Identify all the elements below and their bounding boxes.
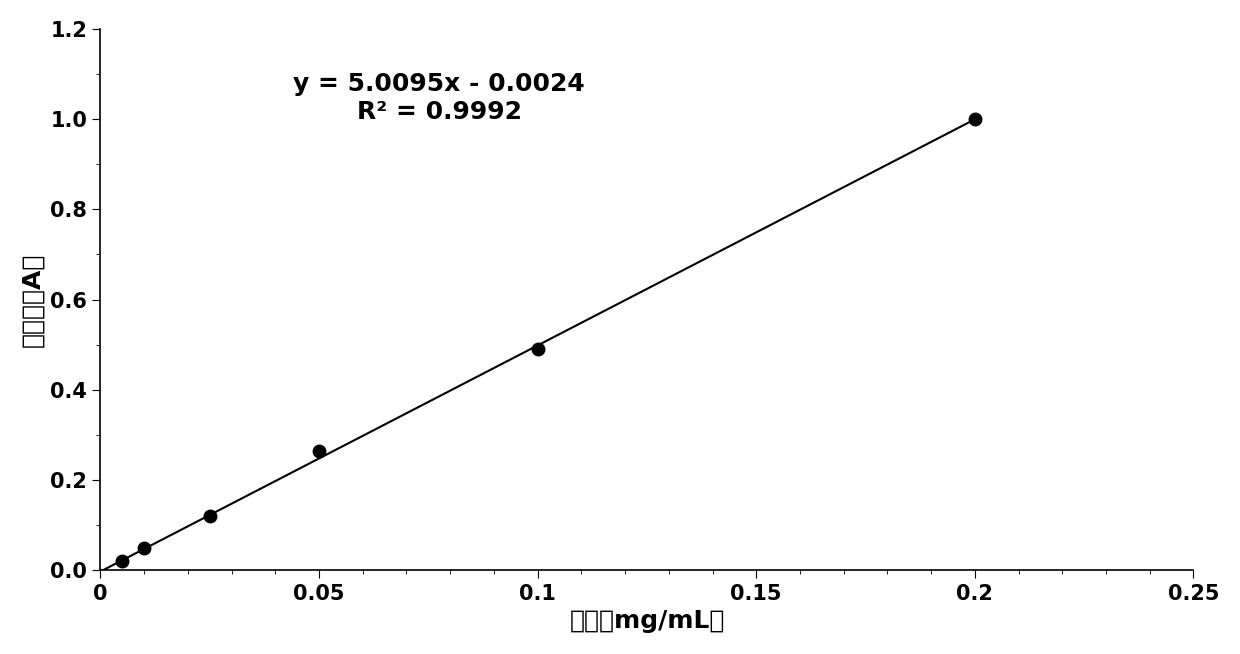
Point: [200, 511, 219, 521]
Y-axis label: 吸光度（A）: 吸光度（A）: [21, 252, 45, 347]
Point: [113, 556, 133, 566]
Point: [309, 445, 329, 456]
Point: [965, 114, 985, 124]
Point: [528, 344, 548, 354]
X-axis label: 浓度（mg/mL）: 浓度（mg/mL）: [569, 609, 724, 633]
Point: [134, 543, 154, 553]
Text: y = 5.0095x - 0.0024
R² = 0.9992: y = 5.0095x - 0.0024 R² = 0.9992: [294, 72, 585, 124]
